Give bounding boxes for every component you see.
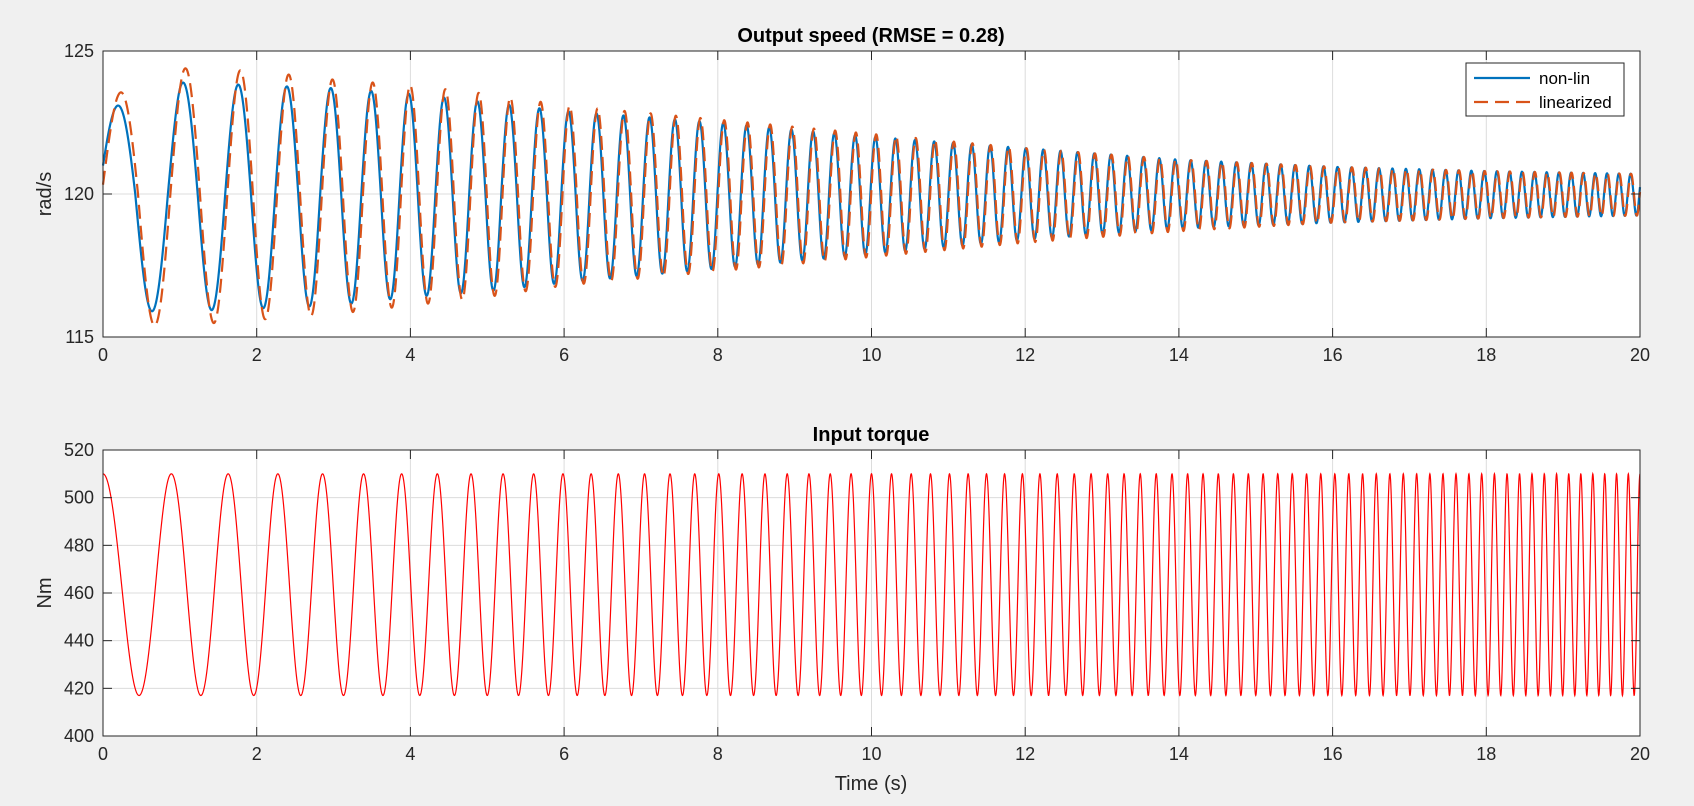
y-tick-labels: 115 120 125 xyxy=(64,41,94,347)
y-tick-label: 520 xyxy=(64,440,94,460)
x-tick-labels: 0 2 4 6 8 10 12 14 16 18 20 xyxy=(98,345,1650,365)
series-line-linearized xyxy=(101,67,1642,327)
y-axis-label: Nm xyxy=(34,577,56,608)
y-tick-label: 125 xyxy=(64,41,94,61)
x-tick-label: 2 xyxy=(252,744,262,764)
tick-marks xyxy=(102,449,1641,737)
y-tick-label: 120 xyxy=(64,184,94,204)
x-tick-label: 16 xyxy=(1323,345,1343,365)
chart-title: Input torque xyxy=(813,424,930,446)
x-tick-label: 18 xyxy=(1476,345,1496,365)
series-line-input-torque xyxy=(102,471,1641,698)
x-tick-label: 2 xyxy=(252,345,262,365)
input-torque-axes: 0 2 4 6 8 10 12 14 16 18 20 400420440460480500520 … xyxy=(34,424,1650,795)
y-tick-labels: 400 420 440 460 480 500 520 xyxy=(64,440,94,746)
x-tick-label: 10 xyxy=(861,345,881,365)
x-tick-label: 4 xyxy=(405,744,415,764)
y-tick-label: 115 xyxy=(65,327,94,347)
legend-box xyxy=(1465,62,1625,117)
y-axis-label: rad/s xyxy=(34,172,56,216)
series-lines xyxy=(102,471,1641,698)
x-tick-label: 20 xyxy=(1630,345,1650,365)
x-tick-label: 20 xyxy=(1630,744,1650,764)
tick-marks xyxy=(102,50,1641,338)
x-tick-label: 0 xyxy=(98,345,108,365)
x-tick-label: 14 xyxy=(1169,345,1189,365)
x-tick-label: 14 xyxy=(1169,744,1189,764)
grid xyxy=(103,450,1640,736)
y-tick-label: 420 xyxy=(64,678,94,698)
output-speed-axes: 0 2 4 6 8 10 12 14 16 18 20 115 120 125 Output speed… xyxy=(34,25,1650,365)
x-axis-label: Time (s) xyxy=(835,773,908,795)
y-tick-label: 480 xyxy=(64,535,94,555)
y-tick-label: 460 xyxy=(64,583,94,603)
x-tick-label: 6 xyxy=(559,345,569,365)
y-tick-label: 440 xyxy=(64,631,94,651)
x-tick-label: 8 xyxy=(713,744,723,764)
x-tick-label: 10 xyxy=(861,744,881,764)
x-tick-label: 4 xyxy=(405,345,415,365)
x-tick-labels: 0 2 4 6 8 10 12 14 16 18 20 xyxy=(98,744,1650,764)
legend[interactable]: non-lin linearized xyxy=(1465,62,1625,117)
legend-label-linearized: linearized xyxy=(1539,93,1612,112)
x-tick-label: 16 xyxy=(1323,744,1343,764)
y-tick-label: 500 xyxy=(64,488,94,508)
x-tick-label: 12 xyxy=(1015,345,1035,365)
x-tick-label: 8 xyxy=(713,345,723,365)
y-tick-label: 400 xyxy=(64,726,94,746)
x-tick-label: 0 xyxy=(98,744,108,764)
x-tick-label: 12 xyxy=(1015,744,1035,764)
series-lines xyxy=(101,67,1642,327)
legend-label-non-lin: non-lin xyxy=(1539,69,1590,88)
x-tick-label: 6 xyxy=(559,744,569,764)
chart-title: Output speed (RMSE = 0.28) xyxy=(737,25,1004,47)
x-tick-label: 18 xyxy=(1476,744,1496,764)
